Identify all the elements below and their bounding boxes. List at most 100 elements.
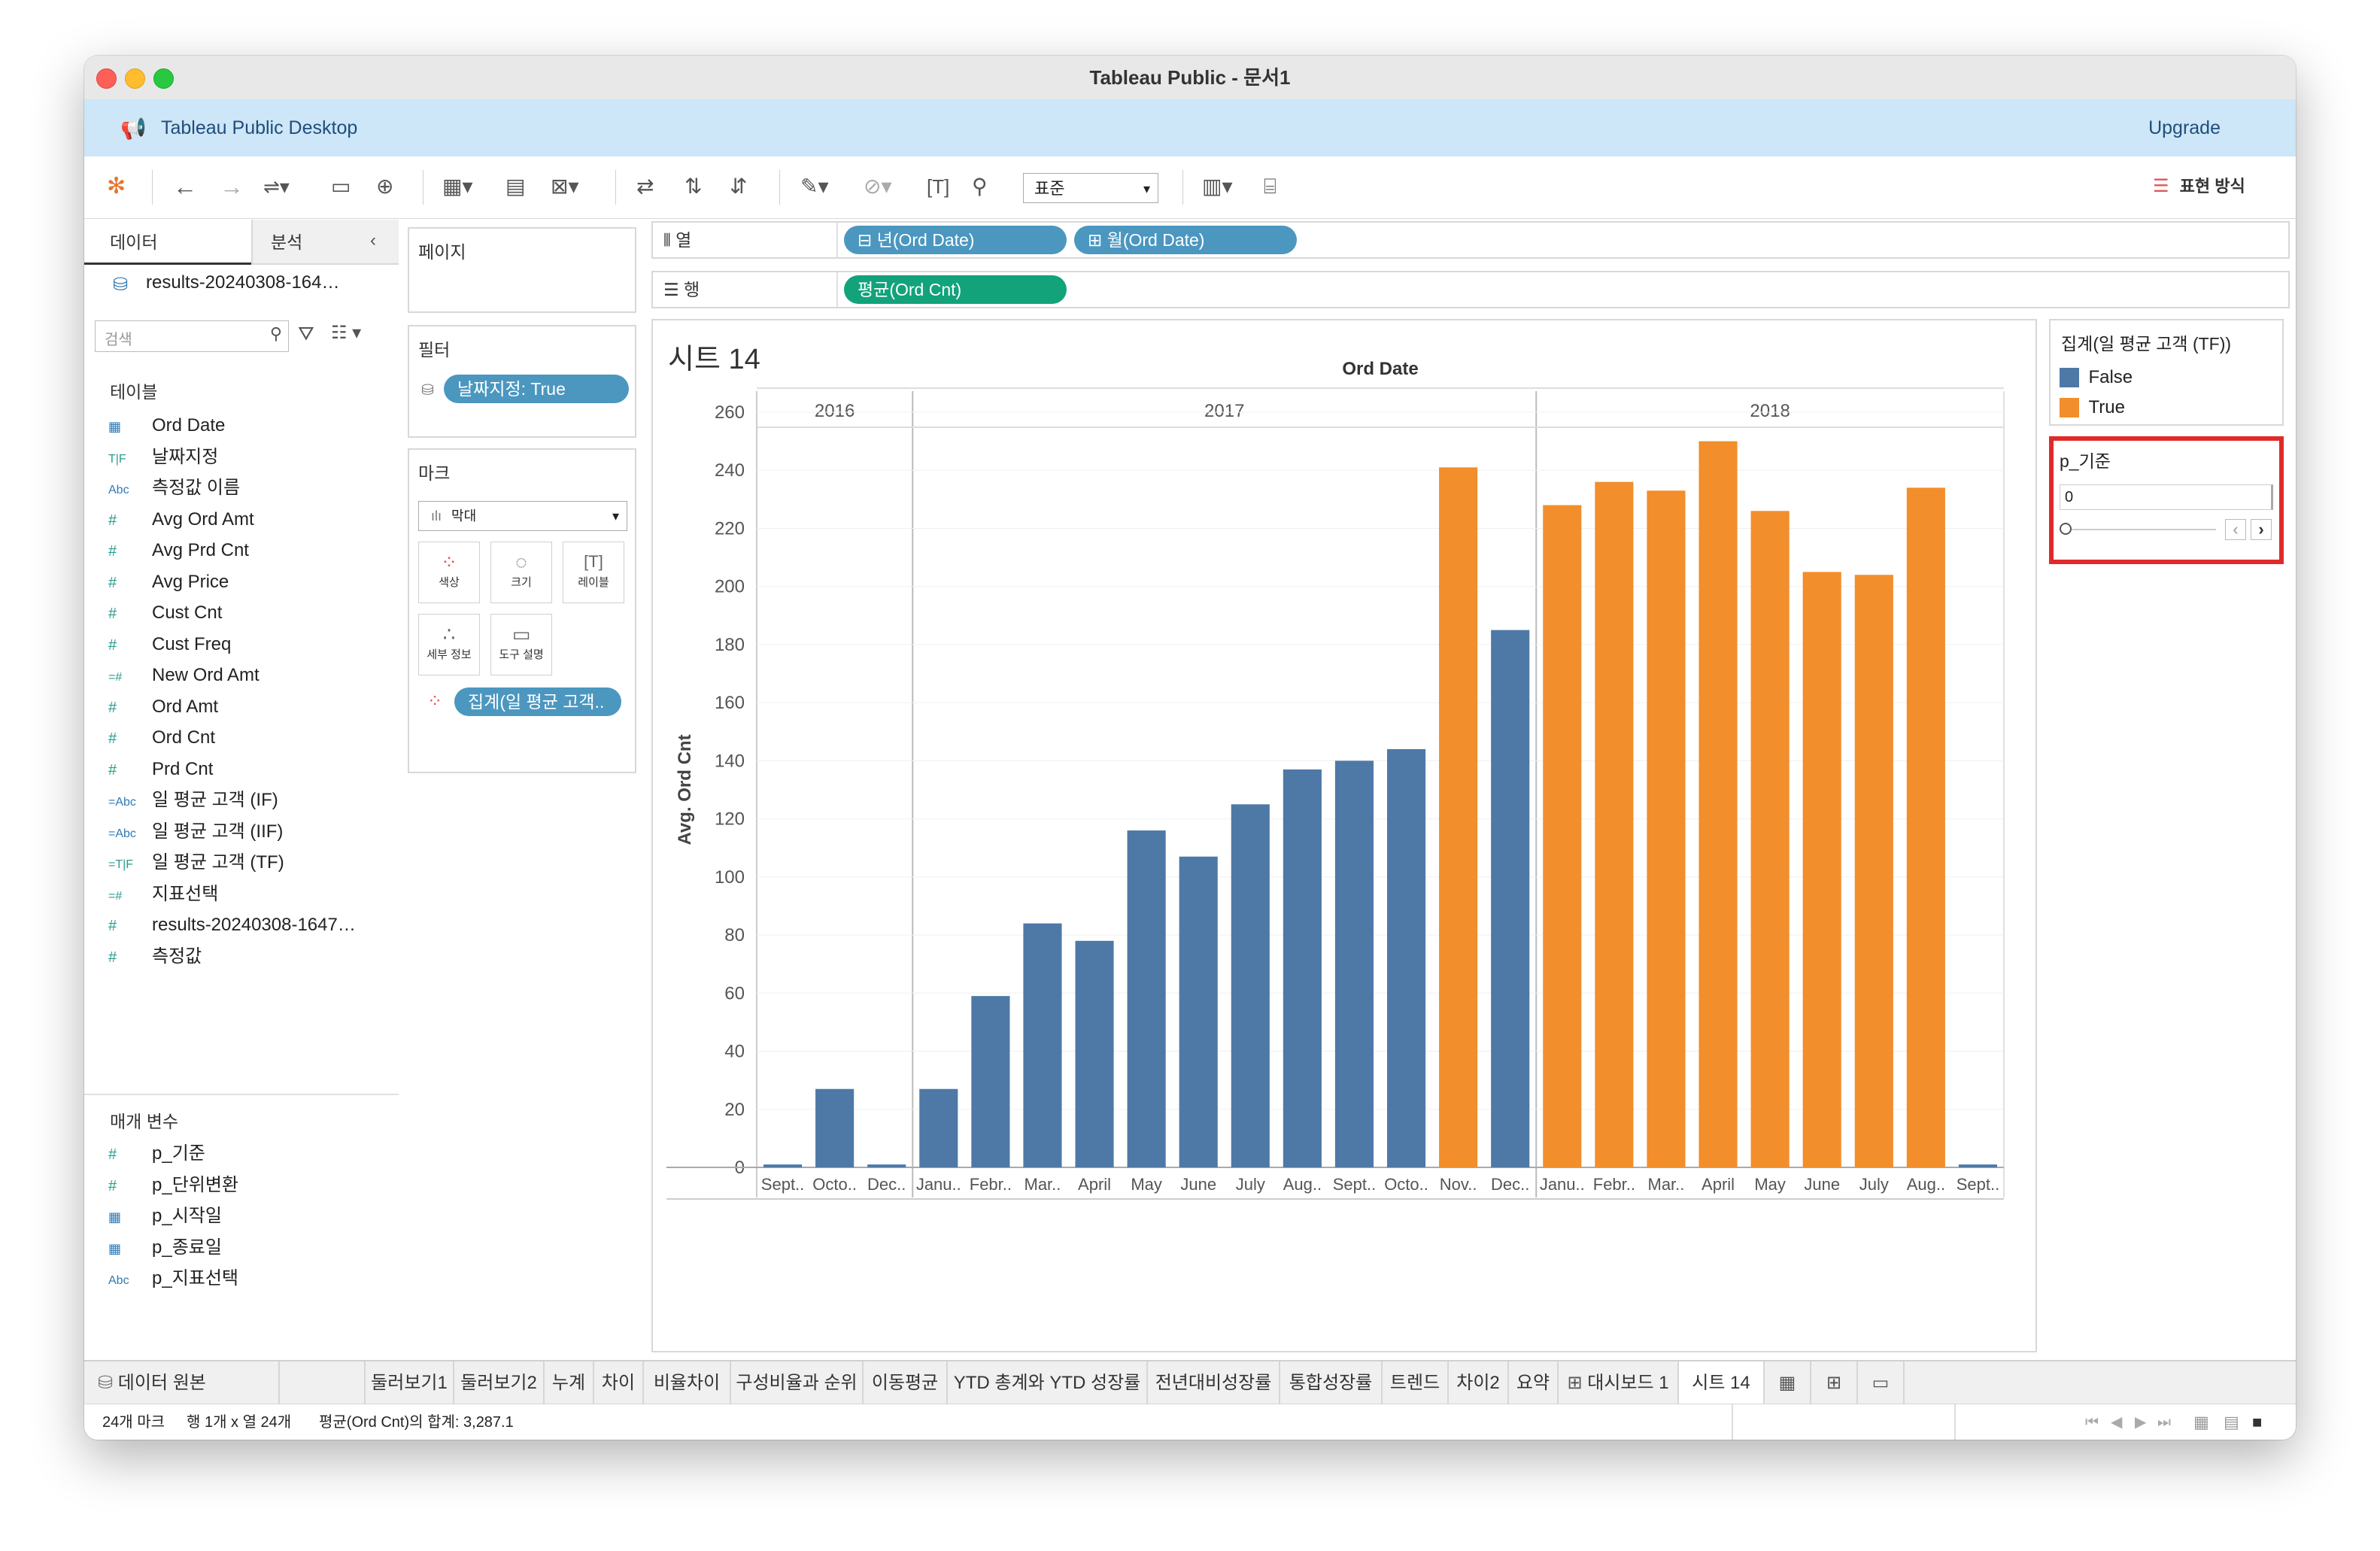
- bar[interactable]: [1491, 630, 1530, 1167]
- field-item[interactable]: # Prd Cnt: [108, 754, 213, 785]
- field-item[interactable]: # Avg Prd Cnt: [108, 536, 249, 566]
- redo-icon[interactable]: →: [220, 173, 244, 200]
- show-cards-icon[interactable]: ▥▾: [1202, 175, 1233, 198]
- new-worksheet-tab-icon[interactable]: ▦: [1765, 1361, 1811, 1405]
- field-item[interactable]: =# New Ord Amt: [108, 660, 260, 691]
- bar[interactable]: [1698, 441, 1738, 1167]
- sort-ascending-icon[interactable]: ⇅: [685, 175, 703, 198]
- parameter-item[interactable]: Abc p_지표선택: [108, 1264, 238, 1294]
- next-sheet-icon[interactable]: ▶: [2135, 1414, 2147, 1431]
- field-item[interactable]: # Ord Cnt: [108, 723, 215, 753]
- decrement-button[interactable]: ‹: [2225, 519, 2246, 540]
- bar[interactable]: [1595, 481, 1634, 1167]
- legend-item-false[interactable]: False: [2060, 367, 2133, 390]
- bar[interactable]: [1334, 760, 1374, 1167]
- parameter-slider[interactable]: [2060, 522, 2218, 537]
- clear-sheet-icon[interactable]: ⊠▾: [551, 175, 579, 198]
- field-item[interactable]: Abc 측정값 이름: [108, 473, 240, 503]
- field-item[interactable]: ▦ Ord Date: [108, 411, 225, 441]
- parameter-item[interactable]: # p_단위변환: [108, 1170, 238, 1200]
- group-members-icon[interactable]: ⊘▾: [864, 175, 892, 198]
- presentation-mode-icon[interactable]: ⌸: [1264, 175, 1277, 198]
- bar[interactable]: [867, 1164, 906, 1167]
- parameter-value-input[interactable]: 0: [2060, 484, 2273, 510]
- bar[interactable]: [1386, 748, 1426, 1167]
- field-item[interactable]: =Abc 일 평균 고객 (IF): [108, 785, 278, 815]
- bar[interactable]: [815, 1088, 855, 1167]
- zoom-window-button[interactable]: [153, 68, 174, 89]
- sort-descending-icon[interactable]: ⇵: [730, 175, 748, 198]
- new-datasource-icon[interactable]: ⊕: [376, 175, 394, 198]
- minimize-window-button[interactable]: [125, 68, 145, 89]
- prev-sheet-icon[interactable]: ◀: [2111, 1414, 2123, 1431]
- filters-card[interactable]: 필터 ⛁ 날짜지정: True: [408, 325, 636, 438]
- color-encoding-pill[interactable]: 집계(일 평균 고객..: [454, 687, 621, 716]
- parameter-item[interactable]: ▦ p_시작일: [108, 1201, 222, 1231]
- last-sheet-icon[interactable]: ⏭: [2157, 1414, 2171, 1431]
- collapse-pane-icon[interactable]: ‹: [370, 230, 376, 250]
- bar[interactable]: [1906, 487, 1945, 1167]
- bar[interactable]: [1075, 940, 1114, 1167]
- bar[interactable]: [1283, 769, 1322, 1167]
- tab-sheet[interactable]: 비율차이: [644, 1361, 731, 1405]
- bar[interactable]: [1854, 575, 1893, 1167]
- legend-item-true[interactable]: True: [2060, 397, 2125, 420]
- bar[interactable]: [1231, 804, 1270, 1167]
- bar[interactable]: [1127, 830, 1166, 1167]
- bar[interactable]: [763, 1164, 803, 1167]
- tab-sheet[interactable]: YTD 총계와 YTD 성장률: [948, 1361, 1148, 1405]
- slider-handle[interactable]: [2060, 523, 2072, 535]
- upgrade-link[interactable]: Upgrade: [2148, 117, 2221, 138]
- sheet-sorter-icon[interactable]: ▦: [2193, 1413, 2209, 1431]
- tab-sheet[interactable]: 둘러보기1: [366, 1361, 454, 1405]
- parameter-item[interactable]: # p_기준: [108, 1139, 205, 1169]
- tableau-logo-icon[interactable]: ✻: [107, 174, 126, 199]
- field-item[interactable]: # Avg Ord Amt: [108, 505, 254, 535]
- avg-ord-cnt-pill[interactable]: 평균(Ord Cnt): [844, 275, 1067, 304]
- columns-shelf[interactable]: ⫴ 열 ⊟ 년(Ord Date) ⊞ 월(Ord Date): [651, 221, 2290, 259]
- parameter-item[interactable]: ▦ p_종료일: [108, 1233, 222, 1263]
- field-item[interactable]: # results-20240308-1647…: [108, 910, 356, 940]
- pages-card[interactable]: 페이지: [408, 227, 636, 313]
- bar[interactable]: [1179, 856, 1218, 1167]
- filter-pill[interactable]: 날짜지정: True: [444, 375, 629, 403]
- show-me-button[interactable]: ☰ 표현 방식: [2153, 171, 2245, 202]
- save-icon[interactable]: ▭: [331, 175, 351, 198]
- tab-sheet[interactable]: 전년대비성장률: [1148, 1361, 1280, 1405]
- tab-sheet[interactable]: 차이: [594, 1361, 644, 1405]
- bar[interactable]: [919, 1088, 958, 1167]
- field-item[interactable]: =Abc 일 평균 고객 (IIF): [108, 817, 283, 847]
- highlight-icon[interactable]: ✎▾: [800, 175, 829, 198]
- bar[interactable]: [1439, 467, 1478, 1167]
- rows-shelf[interactable]: ☰ 행 평균(Ord Cnt): [651, 271, 2290, 308]
- datasource-name[interactable]: results-20240308-164…: [146, 272, 340, 293]
- tab-analysis[interactable]: 분석: [251, 220, 399, 265]
- tab-sheet[interactable]: 이동평균: [864, 1361, 948, 1405]
- label-button[interactable]: [T] 레이블: [563, 542, 624, 603]
- close-window-button[interactable]: [96, 68, 117, 89]
- bar[interactable]: [1958, 1164, 1998, 1167]
- size-button[interactable]: ◌ 크기: [490, 542, 552, 603]
- bar[interactable]: [1543, 505, 1582, 1167]
- year-ord-date-pill[interactable]: ⊟ 년(Ord Date): [844, 226, 1067, 254]
- filter-icon[interactable]: ⛛: [298, 322, 314, 344]
- show-mark-labels-icon[interactable]: [T]: [927, 175, 950, 198]
- view-options-icon[interactable]: ☷ ▾: [331, 323, 362, 343]
- tab-data-source[interactable]: ⛁ 데이터 원본: [84, 1361, 280, 1405]
- field-item[interactable]: # Cust Freq: [108, 630, 231, 660]
- field-item[interactable]: # Cust Cnt: [108, 598, 222, 628]
- tab-sheet[interactable]: 구성비율과 순위: [731, 1361, 864, 1405]
- field-item[interactable]: T|F 날짜지정: [108, 442, 218, 472]
- new-dashboard-tab-icon[interactable]: ⊞: [1811, 1361, 1858, 1405]
- tab-active-sheet[interactable]: 시트 14: [1679, 1361, 1765, 1405]
- mark-type-select[interactable]: ılı 막대 ▾: [418, 501, 627, 531]
- fix-axes-icon[interactable]: ⚲: [972, 175, 988, 198]
- tab-dashboard[interactable]: ⊞ 대시보드 1: [1559, 1361, 1679, 1405]
- color-button[interactable]: ⁘ 색상: [418, 542, 480, 603]
- field-item[interactable]: # Ord Amt: [108, 692, 218, 722]
- replay-icon[interactable]: ⇌▾: [263, 175, 290, 198]
- tab-sheet[interactable]: 통합성장률: [1280, 1361, 1383, 1405]
- tab-sheet[interactable]: 둘러보기2: [454, 1361, 545, 1405]
- field-item[interactable]: =# 지표선택: [108, 879, 218, 909]
- tabs-view-icon[interactable]: ■: [2252, 1413, 2263, 1431]
